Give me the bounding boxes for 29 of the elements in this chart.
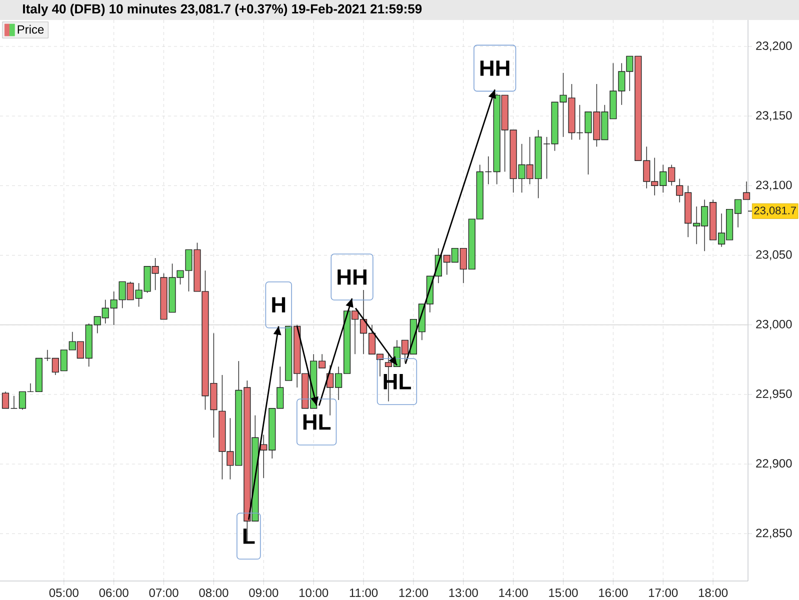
y-tick-label: 22,850 bbox=[756, 528, 792, 539]
x-tick-label: 07:00 bbox=[149, 588, 178, 598]
x-tick-label: 14:00 bbox=[499, 588, 528, 598]
y-tick-label: 23,050 bbox=[756, 250, 792, 260]
y-tick-label: 22,950 bbox=[756, 390, 792, 400]
x-tick-label: 06:00 bbox=[99, 588, 128, 598]
x-tick-label: 13:00 bbox=[449, 588, 478, 598]
annotation: HL bbox=[303, 414, 331, 430]
chart-title: Italy 40 (DFB) 10 minutes 23,081.7 (+0.37%) 19-Feb-2021 21:59:59 bbox=[23, 4, 422, 16]
y-tick-label: 23,150 bbox=[756, 111, 792, 122]
x-tick-label: 10:00 bbox=[299, 588, 328, 598]
annotation: H bbox=[272, 297, 286, 312]
x-tick-label: 16:00 bbox=[599, 588, 628, 598]
x-tick-label: 05:00 bbox=[49, 588, 78, 598]
x-tick-label: 09:00 bbox=[249, 588, 278, 598]
y-tick-label: 23,200 bbox=[756, 41, 792, 52]
y-tick-label: 23,100 bbox=[756, 180, 792, 191]
legend-label: Price bbox=[18, 24, 44, 34]
x-tick-label: 08:00 bbox=[199, 588, 228, 598]
x-tick-label: 11:00 bbox=[350, 588, 378, 598]
y-tick-label: 22,900 bbox=[756, 459, 792, 470]
y-tick-label: 23,081.7 bbox=[754, 206, 796, 216]
annotation: HH bbox=[480, 60, 510, 76]
annotation: HH bbox=[338, 269, 366, 285]
x-tick-label: 12:00 bbox=[399, 588, 428, 598]
y-tick-label: 23,000 bbox=[756, 320, 792, 330]
x-tick-label: 15:00 bbox=[549, 588, 578, 598]
x-tick-label: 17:00 bbox=[649, 588, 678, 598]
x-tick-label: 18:00 bbox=[698, 588, 728, 598]
